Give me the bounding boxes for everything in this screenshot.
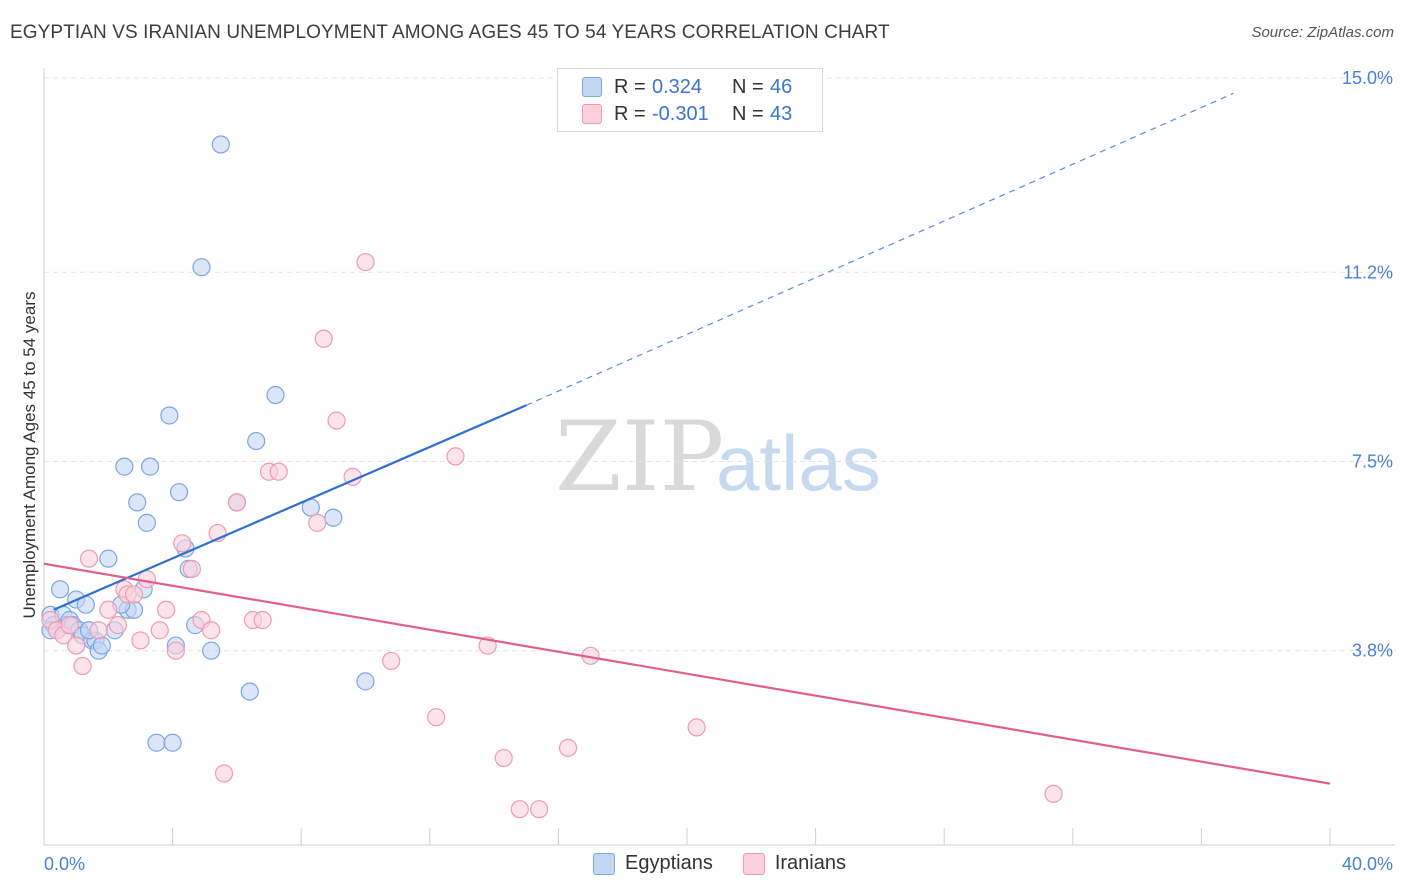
iranian-point xyxy=(89,621,108,640)
egyptian-point xyxy=(115,457,134,476)
egyptian-point xyxy=(140,457,160,476)
egyptian-point xyxy=(356,672,375,691)
iranian-point xyxy=(73,656,92,676)
egyptian-point xyxy=(160,406,179,425)
iranian-point xyxy=(314,329,333,348)
legend-item-iranians[interactable]: Iranians xyxy=(742,852,846,875)
iranian-point xyxy=(427,708,446,727)
egyptians-trend-line xyxy=(53,404,527,611)
legend-r-label: R = xyxy=(614,102,646,125)
iranian-point xyxy=(308,513,327,532)
iranian-point xyxy=(327,411,346,430)
x-tick-label: 40.0% xyxy=(1342,854,1393,874)
legend-n-label: N = xyxy=(732,102,764,125)
egyptian-point xyxy=(92,636,111,655)
egyptian-point xyxy=(324,508,343,527)
iranian-point xyxy=(530,800,549,819)
egyptian-point xyxy=(137,513,156,532)
egyptian-point xyxy=(99,549,118,568)
watermark-atlas: atlas xyxy=(716,419,881,507)
legend-row-egyptians: R = 0.324 N = 46 xyxy=(582,74,792,100)
axes xyxy=(43,68,1395,846)
egyptian-point xyxy=(147,733,166,752)
egyptian-point xyxy=(247,431,266,451)
legend-item-egyptians[interactable]: Egyptians xyxy=(593,852,713,875)
source-credit[interactable]: Source: ZipAtlas.com xyxy=(1251,24,1394,41)
iranians-swatch xyxy=(582,104,602,124)
egyptian-point xyxy=(169,483,189,502)
correlation-legend: R = 0.324 N = 46 R = -0.301 N = 43 xyxy=(557,68,823,132)
legend-n-value: 43 xyxy=(770,102,793,125)
iranian-point xyxy=(356,252,375,272)
iranian-point xyxy=(131,631,150,650)
iranian-point xyxy=(446,447,465,466)
legend-n-label: N = xyxy=(732,75,764,98)
egyptian-point xyxy=(240,682,259,701)
iranian-point xyxy=(227,493,246,512)
egyptian-point xyxy=(266,385,285,405)
iranian-point xyxy=(182,559,201,578)
iranian-point xyxy=(494,748,513,768)
chart-title: EGYPTIAN VS IRANIAN UNEMPLOYMENT AMONG A… xyxy=(10,22,890,43)
iranian-point xyxy=(150,621,169,640)
iranian-point xyxy=(173,534,192,553)
iranians-swatch xyxy=(742,852,765,875)
egyptian-point xyxy=(211,135,230,154)
legend-label-iranians: Iranians xyxy=(774,852,846,874)
egyptians-points xyxy=(41,135,375,752)
tick-labels: 3.8% 7.5% 11.2% 15.0% 0.0% 40.0% xyxy=(44,68,1393,874)
legend-row-iranians: R = -0.301 N = 43 xyxy=(582,101,792,127)
iranian-point xyxy=(202,621,221,640)
iranian-point xyxy=(269,462,288,481)
egyptian-point xyxy=(163,733,182,752)
iranian-point xyxy=(99,600,118,619)
grid-lines xyxy=(44,77,1395,652)
iranian-point xyxy=(558,738,578,757)
egyptians-trend-extension xyxy=(526,92,1234,406)
legend-r-value: 0.324 xyxy=(652,75,703,98)
iranian-point xyxy=(157,600,176,619)
legend-r-value: -0.301 xyxy=(652,102,709,125)
iranian-point xyxy=(214,764,234,783)
egyptian-point xyxy=(192,258,211,277)
egyptians-swatch xyxy=(582,77,602,97)
y-tick-label: 3.8% xyxy=(1352,641,1393,661)
watermark-zip: ZIP xyxy=(555,401,724,513)
y-tick-label: 11.2% xyxy=(1343,262,1393,282)
legend-label-egyptians: Egyptians xyxy=(625,852,713,874)
iranians-trend-line xyxy=(43,562,1331,785)
iranian-point xyxy=(382,651,401,671)
iranian-point xyxy=(1044,784,1063,803)
iranian-point xyxy=(253,610,272,630)
iranian-point xyxy=(687,718,706,737)
iranian-point xyxy=(60,616,79,635)
y-tick-label: 15.0% xyxy=(1342,68,1393,88)
egyptians-swatch xyxy=(593,852,615,875)
egyptian-point xyxy=(50,580,70,599)
y-tick-label: 7.5% xyxy=(1352,452,1393,472)
legend-n-value: 46 xyxy=(770,75,793,98)
egyptian-point xyxy=(128,493,147,512)
y-axis-label: Unemployment Among Ages 45 to 54 years xyxy=(20,292,39,619)
legend-r-label: R = xyxy=(614,75,646,98)
trend-lines xyxy=(43,92,1331,785)
iranian-point xyxy=(124,585,144,604)
series-legend: Egyptians Iranians xyxy=(593,852,876,875)
iranians-points xyxy=(41,252,1063,819)
iranian-point xyxy=(510,800,529,819)
iranian-point xyxy=(67,636,86,655)
egyptian-point xyxy=(202,641,221,660)
iranian-point xyxy=(166,641,185,660)
x-tick-label: 0.0% xyxy=(44,854,85,874)
iranian-point xyxy=(79,549,99,568)
iranian-point xyxy=(108,616,128,635)
